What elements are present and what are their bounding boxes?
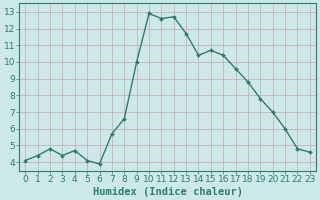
X-axis label: Humidex (Indice chaleur): Humidex (Indice chaleur) bbox=[92, 186, 243, 197]
